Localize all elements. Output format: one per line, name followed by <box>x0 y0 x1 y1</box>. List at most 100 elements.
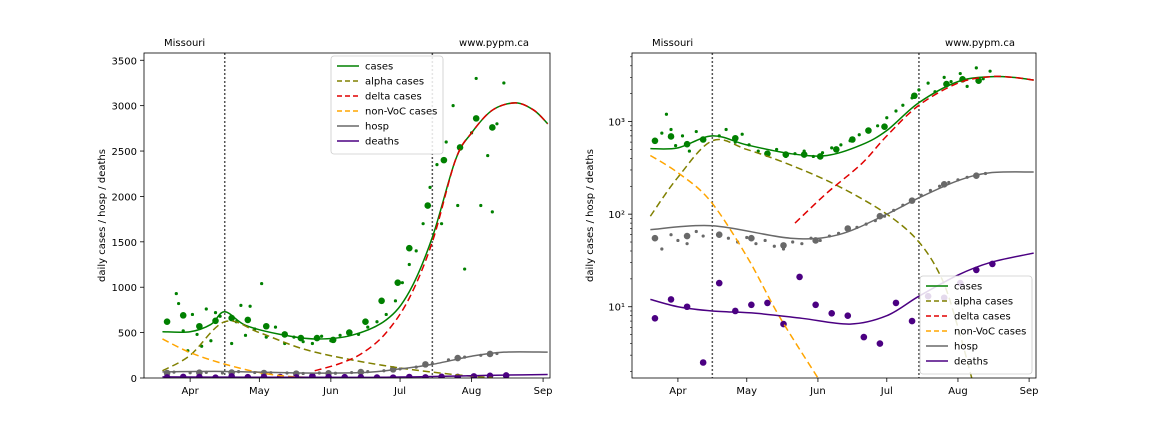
legend-box <box>919 275 1033 375</box>
cases-obs-point <box>375 320 379 324</box>
legend-label: non-VoC cases <box>365 107 437 118</box>
cases-weekly-point <box>440 156 448 164</box>
cases-obs-point <box>174 291 178 296</box>
deaths-obs-point <box>828 309 836 317</box>
y-axis-label: daily cases / hosp / deaths <box>585 149 596 282</box>
cases-obs-point <box>664 112 669 116</box>
series-line-delta-cases <box>314 102 549 372</box>
y-tick-label: 1500 <box>112 238 137 249</box>
legend-label: alpha cases <box>365 77 424 88</box>
y-tick-label: 10¹ <box>608 303 625 314</box>
hosp-weekly-point <box>715 231 723 238</box>
plot-content <box>162 53 549 378</box>
x-tick-label: Jun <box>809 386 826 397</box>
deaths-obs-point <box>651 315 659 322</box>
cases-obs-point <box>857 133 861 137</box>
cases-obs-point <box>190 312 195 317</box>
cases-obs-point <box>310 341 314 346</box>
y-tick-label: 3000 <box>112 102 137 113</box>
cases-obs-point <box>384 312 388 317</box>
x-tick-label: Jul <box>393 386 406 397</box>
series-line-non-voc-cases <box>649 154 819 378</box>
cases-obs-point <box>490 210 494 214</box>
cases-obs-point <box>239 303 243 307</box>
legend-label: delta cases <box>954 312 1011 323</box>
cases-obs-point <box>451 104 455 108</box>
cases-obs-point <box>839 143 843 147</box>
source-label: www.pypm.ca <box>459 38 529 49</box>
legend-label: hosp <box>365 122 389 133</box>
hosp-obs-point <box>694 229 698 234</box>
cases-obs-point <box>177 301 181 306</box>
cases-weekly-point <box>424 202 432 209</box>
cases-obs-point <box>502 81 506 85</box>
cases-weekly-point <box>472 115 480 122</box>
hosp-obs-point <box>818 238 822 243</box>
cases-obs-point <box>958 71 962 76</box>
legend-label: non-VoC cases <box>954 327 1026 338</box>
cases-obs-point <box>264 335 268 339</box>
cases-weekly-point <box>849 136 856 143</box>
source-label: www.pypm.ca <box>945 38 1015 49</box>
hosp-obs-point <box>763 238 767 243</box>
legend-label: cases <box>954 282 982 293</box>
cases-obs-point <box>687 149 691 153</box>
cases-obs-point <box>456 203 460 208</box>
hosp-obs-point <box>772 244 776 248</box>
hosp-obs-point <box>660 247 664 251</box>
deaths-obs-point <box>699 359 707 366</box>
legend-label: deaths <box>365 137 399 148</box>
x-tick-label: May <box>249 386 270 397</box>
series-line-deaths <box>650 252 1034 325</box>
series-line-hosp <box>650 171 1034 240</box>
x-tick-label: Jun <box>322 386 339 397</box>
deaths-obs-point <box>860 333 868 341</box>
series-line-non-voc-cases <box>162 338 331 378</box>
cases-obs-point <box>694 129 698 134</box>
legend-box <box>330 55 444 155</box>
chart-panel-1: Apr May Jun Jul Aug Sep 0 500 1000 1500 2000 2500 30… <box>97 38 553 397</box>
series-line-deaths <box>162 373 548 378</box>
chart-panel-2: Apr May Jun Jul Aug Sep 10¹ 10² 10³ daily cases /… <box>585 38 1039 397</box>
hosp-weekly-point <box>780 242 787 249</box>
y-tick-label: 10² <box>608 210 625 221</box>
cases-obs-point <box>876 124 880 128</box>
cases-obs-point <box>414 249 418 253</box>
y-tick-label: 500 <box>118 329 137 340</box>
deaths-obs-point <box>748 301 755 309</box>
cases-obs-point <box>439 222 444 226</box>
hosp-obs-point <box>220 371 225 375</box>
cases-obs-point <box>988 69 992 73</box>
series-line-cases <box>162 102 549 340</box>
cases-obs-point <box>474 76 478 81</box>
hosp-weekly-point <box>422 361 429 368</box>
cases-weekly-point <box>179 312 187 319</box>
cases-obs-point <box>428 185 432 189</box>
series-line-delta-cases <box>794 75 1034 224</box>
y-tick-label: 2000 <box>112 192 137 203</box>
cases-obs-point <box>660 131 664 135</box>
cases-weekly-point <box>346 329 353 336</box>
series-line-hosp <box>162 351 548 374</box>
cases-obs-point <box>204 307 208 311</box>
cases-weekly-point <box>832 146 840 153</box>
cases-obs-point <box>320 334 324 338</box>
cases-obs-point <box>830 146 834 150</box>
legend-label: cases <box>365 62 393 73</box>
cases-weekly-point <box>262 322 270 330</box>
cases-weekly-point <box>865 127 872 134</box>
cases-obs-point <box>195 332 199 337</box>
hosp-weekly-point <box>683 232 691 240</box>
cases-weekly-point <box>911 92 918 100</box>
deaths-obs-point <box>892 299 900 307</box>
cases-weekly-point <box>489 124 496 131</box>
cases-weekly-point <box>731 134 739 142</box>
x-tick-label: Aug <box>462 386 482 397</box>
hosp-obs-point <box>685 242 689 246</box>
y-tick-label: 1000 <box>112 283 137 294</box>
cases-weekly-point <box>651 137 659 145</box>
legend-label: delta cases <box>365 92 422 103</box>
cases-obs-point <box>421 222 425 226</box>
cases-weekly-point <box>163 318 171 326</box>
